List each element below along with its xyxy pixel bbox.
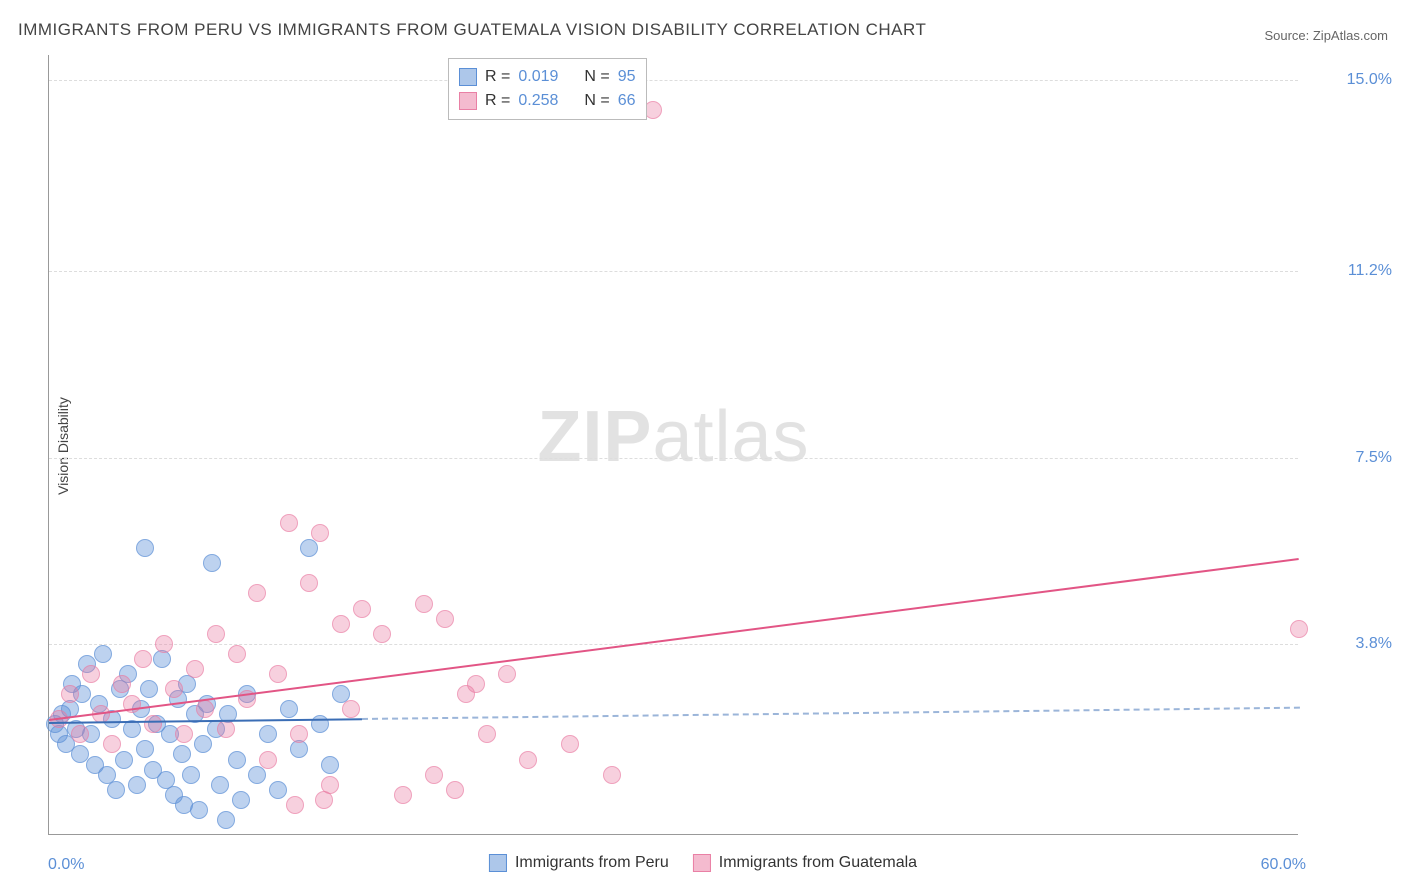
scatter-point [342, 700, 360, 718]
scatter-point [446, 781, 464, 799]
scatter-point [103, 735, 121, 753]
scatter-point [269, 781, 287, 799]
y-tick-label: 11.2% [1348, 262, 1392, 280]
gridline [49, 458, 1298, 459]
scatter-point [228, 751, 246, 769]
scatter-point [228, 645, 246, 663]
n-label-s2: N = [584, 89, 609, 113]
n-value-s1: 95 [618, 65, 636, 89]
scatter-point [415, 595, 433, 613]
scatter-point [321, 756, 339, 774]
plot-area: ZIPatlas [48, 55, 1298, 835]
scatter-point [300, 574, 318, 592]
swatch-s2-icon [459, 92, 477, 110]
scatter-point [61, 685, 79, 703]
scatter-point [478, 725, 496, 743]
scatter-point [107, 781, 125, 799]
scatter-point [353, 600, 371, 618]
scatter-point [519, 751, 537, 769]
scatter-point [259, 725, 277, 743]
source-attribution: Source: ZipAtlas.com [1264, 28, 1388, 43]
y-tick-label: 15.0% [1347, 71, 1392, 89]
scatter-point [128, 776, 146, 794]
scatter-point [196, 700, 214, 718]
scatter-point [232, 791, 250, 809]
chart-container: IMMIGRANTS FROM PERU VS IMMIGRANTS FROM … [0, 0, 1406, 892]
scatter-point [113, 675, 131, 693]
scatter-point [280, 700, 298, 718]
legend-item-s2: Immigrants from Guatemala [693, 854, 917, 872]
legend-swatch-s1-icon [489, 854, 507, 872]
scatter-point [248, 766, 266, 784]
scatter-point [269, 665, 287, 683]
legend-swatch-s2-icon [693, 854, 711, 872]
legend-label-s1: Immigrants from Peru [515, 854, 669, 872]
scatter-point [134, 650, 152, 668]
gridline [49, 80, 1298, 81]
n-label-s1: N = [584, 65, 609, 89]
scatter-point [467, 675, 485, 693]
scatter-point [217, 811, 235, 829]
scatter-point [394, 786, 412, 804]
scatter-point [186, 660, 204, 678]
scatter-point [207, 625, 225, 643]
x-tick-min: 0.0% [48, 856, 84, 874]
correlation-legend: R = 0.019 N = 95 R = 0.258 N = 66 [448, 58, 647, 120]
trend-line [49, 558, 1299, 721]
scatter-point [175, 725, 193, 743]
scatter-point [498, 665, 516, 683]
y-tick-label: 7.5% [1356, 449, 1392, 467]
scatter-point [425, 766, 443, 784]
scatter-point [290, 725, 308, 743]
scatter-point [436, 610, 454, 628]
gridline [49, 271, 1298, 272]
scatter-point [175, 796, 193, 814]
scatter-point [71, 725, 89, 743]
y-tick-label: 3.8% [1356, 635, 1392, 653]
scatter-point [173, 745, 191, 763]
bottom-legend: Immigrants from Peru Immigrants from Gua… [489, 854, 917, 872]
scatter-point [311, 524, 329, 542]
r-value-s1: 0.019 [518, 65, 558, 89]
scatter-point [644, 101, 662, 119]
scatter-point [155, 635, 173, 653]
scatter-point [136, 539, 154, 557]
n-value-s2: 66 [618, 89, 636, 113]
swatch-s1-icon [459, 68, 477, 86]
scatter-point [561, 735, 579, 753]
r-label-s1: R = [485, 65, 510, 89]
chart-title: IMMIGRANTS FROM PERU VS IMMIGRANTS FROM … [18, 20, 926, 40]
scatter-point [280, 514, 298, 532]
scatter-point [248, 584, 266, 602]
scatter-point [182, 766, 200, 784]
trend-line [361, 707, 1299, 720]
legend-label-s2: Immigrants from Guatemala [719, 854, 917, 872]
scatter-point [140, 680, 158, 698]
correlation-row-s2: R = 0.258 N = 66 [459, 89, 636, 113]
scatter-point [286, 796, 304, 814]
scatter-point [115, 751, 133, 769]
scatter-point [136, 740, 154, 758]
r-label-s2: R = [485, 89, 510, 113]
scatter-point [194, 735, 212, 753]
scatter-point [211, 776, 229, 794]
correlation-row-s1: R = 0.019 N = 95 [459, 65, 636, 89]
scatter-point [94, 645, 112, 663]
scatter-point [259, 751, 277, 769]
scatter-point [144, 715, 162, 733]
legend-item-s1: Immigrants from Peru [489, 854, 669, 872]
scatter-point [1290, 620, 1308, 638]
scatter-point [217, 720, 235, 738]
scatter-point [315, 791, 333, 809]
scatter-point [203, 554, 221, 572]
scatter-point [332, 615, 350, 633]
r-value-s2: 0.258 [518, 89, 558, 113]
watermark: ZIPatlas [537, 395, 809, 477]
scatter-point [300, 539, 318, 557]
x-tick-max: 60.0% [1261, 856, 1306, 874]
scatter-point [82, 665, 100, 683]
scatter-point [165, 680, 183, 698]
scatter-point [373, 625, 391, 643]
scatter-point [603, 766, 621, 784]
